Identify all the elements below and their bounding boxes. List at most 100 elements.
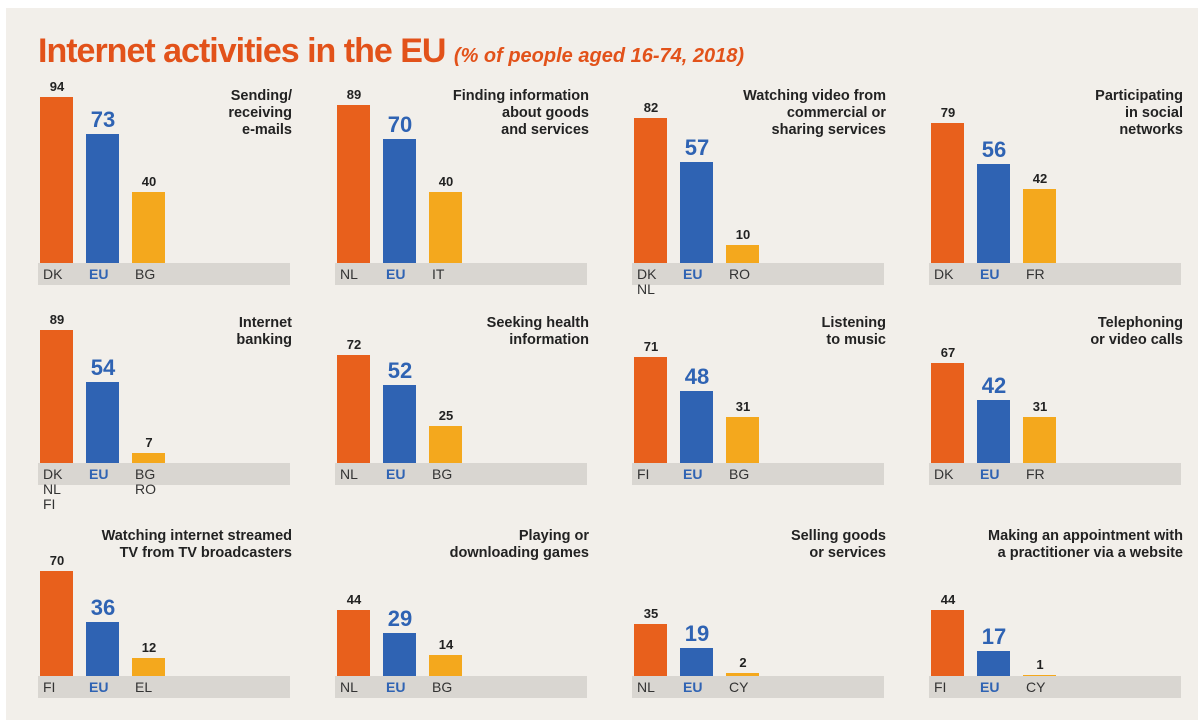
- bar: [680, 647, 713, 676]
- bar: [726, 673, 759, 676]
- bar: [726, 245, 759, 263]
- value-label: 42: [981, 373, 1007, 398]
- category-label: CY: [1026, 679, 1046, 695]
- category-label: EU: [386, 266, 406, 282]
- value-label: 82: [643, 99, 659, 115]
- panel-title: Listening to music: [821, 315, 886, 348]
- band: [632, 463, 884, 485]
- bar: [634, 356, 667, 463]
- category-label: DK: [43, 266, 63, 282]
- category-label: CY: [729, 679, 749, 695]
- value-label: 70: [49, 553, 65, 568]
- bar: [40, 329, 73, 463]
- value-label: 44: [940, 592, 956, 607]
- category-label: EU: [683, 466, 703, 482]
- bar: [132, 192, 165, 263]
- category-label: EU: [683, 679, 703, 695]
- bar: [1023, 188, 1056, 263]
- panel-title: Telephoning or video calls: [1090, 315, 1183, 348]
- value-label: 40: [438, 174, 454, 190]
- bar: [680, 162, 713, 263]
- category-label: EU: [980, 466, 1000, 482]
- category-label: NL: [340, 266, 358, 282]
- bar: [383, 385, 416, 463]
- value-label: 94: [49, 78, 65, 94]
- category-label: DK NL: [637, 266, 657, 297]
- bar: [429, 425, 462, 463]
- value-label: 17: [981, 623, 1007, 649]
- panel-title: Playing or downloading games: [449, 528, 589, 561]
- value-label: 70: [387, 112, 413, 138]
- bar: [337, 355, 370, 463]
- value-label: 29: [387, 605, 413, 631]
- bar: [1023, 674, 1056, 676]
- category-label: DK NL FI: [43, 466, 63, 512]
- category-label: EU: [386, 466, 406, 482]
- category-label: NL: [637, 679, 655, 695]
- value-label: 73: [90, 106, 116, 132]
- value-label: 67: [940, 344, 956, 360]
- category-label: EU: [89, 679, 109, 695]
- bar: [634, 117, 667, 263]
- category-label: FI: [934, 679, 947, 695]
- value-label: 89: [49, 311, 65, 327]
- category-label: NL: [340, 466, 358, 482]
- category-label: BG: [432, 679, 453, 695]
- bar: [132, 658, 165, 676]
- category-label: FI: [43, 679, 56, 695]
- category-label: BG: [432, 466, 453, 482]
- bar: [634, 623, 667, 676]
- bar: [680, 391, 713, 463]
- value-label: 44: [346, 592, 362, 607]
- value-label: 2: [739, 655, 747, 670]
- band: [929, 263, 1181, 285]
- bar: [931, 610, 964, 676]
- main-title: Internet activities in the EU (% of peop…: [38, 32, 744, 71]
- value-label: 35: [643, 605, 659, 621]
- category-label: IT: [432, 266, 445, 282]
- bar: [86, 133, 119, 263]
- bar: [977, 163, 1010, 263]
- value-label: 7: [145, 434, 153, 450]
- category-label: FR: [1026, 266, 1045, 282]
- bar: [337, 105, 370, 263]
- category-label: EU: [386, 679, 406, 695]
- category-label: BG RO: [135, 466, 156, 497]
- value-label: 72: [346, 337, 362, 352]
- value-label: 57: [684, 135, 710, 161]
- value-label: 25: [438, 407, 454, 423]
- band: [335, 263, 587, 285]
- panel-title: Internet banking: [236, 315, 292, 348]
- bar: [86, 622, 119, 676]
- category-label: BG: [135, 266, 156, 282]
- value-label: 12: [141, 640, 157, 655]
- value-label: 89: [346, 87, 362, 103]
- value-label: 31: [735, 398, 751, 414]
- category-label: EU: [980, 266, 1000, 282]
- subtitle: (% of people aged 16-74, 2018): [453, 45, 745, 67]
- title-text: Internet activities in the EU: [38, 32, 446, 70]
- bar: [977, 650, 1010, 676]
- value-label: 40: [141, 174, 157, 190]
- category-label: EL: [135, 679, 153, 695]
- bar: [337, 610, 370, 676]
- bar: [726, 416, 759, 463]
- band: [632, 263, 884, 285]
- value-label: 79: [940, 105, 956, 121]
- band: [929, 463, 1181, 485]
- value-label: 19: [684, 620, 710, 646]
- panel-title: Sending/ receiving e-mails: [228, 88, 292, 138]
- category-label: EU: [89, 266, 109, 282]
- value-label: 36: [90, 595, 116, 620]
- band: [929, 676, 1181, 698]
- category-label: DK: [934, 466, 954, 482]
- category-label: DK: [934, 266, 954, 282]
- band: [38, 676, 290, 698]
- category-label: FR: [1026, 466, 1045, 482]
- category-label: EU: [89, 466, 109, 482]
- bar: [40, 571, 73, 676]
- bar: [40, 96, 73, 263]
- category-label: EU: [980, 679, 1000, 695]
- category-label: NL: [340, 679, 358, 695]
- category-label: RO: [729, 266, 750, 282]
